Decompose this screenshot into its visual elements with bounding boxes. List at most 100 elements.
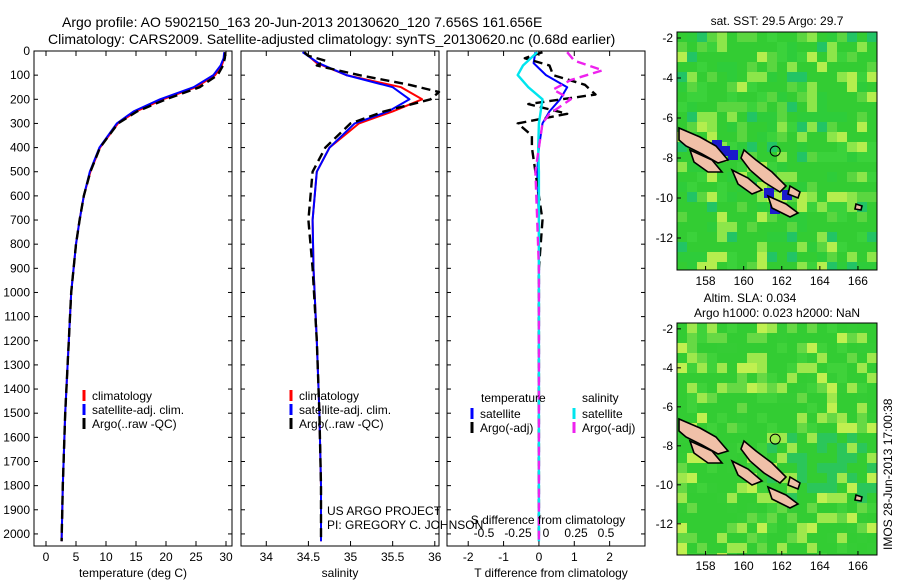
map-cell: [757, 543, 767, 553]
map-cell: [677, 182, 687, 192]
map-cell: [747, 72, 757, 82]
map-cell: [847, 252, 857, 262]
map-cell: [757, 192, 767, 202]
map-cell: [817, 443, 827, 453]
map-y-tick-label: -2: [662, 31, 673, 45]
map-cell: [817, 493, 827, 503]
x-axis-label: T difference from climatology: [474, 566, 628, 580]
map-cell: [737, 543, 747, 553]
y-tick-label: 900: [10, 261, 30, 275]
map-cell: [757, 72, 767, 82]
map-panel-2: 158 160 162 164 166 -2 -4 -6 -8 -10 -12 Altim. SLA:…: [656, 291, 878, 573]
map-cell: [857, 503, 867, 513]
map-cell: [687, 383, 697, 393]
map-cell: [807, 112, 817, 122]
map-cell: [807, 122, 817, 132]
map-cell: [707, 172, 717, 182]
profile-panel-1: 0 5 10 15 20 25 300100200300400500600700800900…: [3, 44, 233, 580]
map-cell: [737, 32, 747, 42]
map-cell: [677, 82, 687, 92]
map-cell: [807, 242, 817, 252]
map-cell: [827, 212, 837, 222]
map-cell: [737, 423, 747, 433]
map-cell: [857, 423, 867, 433]
map-cell: [827, 483, 837, 493]
map-x-tick-label: 162: [772, 559, 792, 573]
map-cell: [807, 503, 817, 513]
map-cell: [677, 493, 687, 503]
map-cell: [747, 363, 757, 373]
map-cell: [757, 242, 767, 252]
map-cell: [817, 112, 827, 122]
map-cell: [837, 373, 847, 383]
map-cell: [767, 92, 777, 102]
map-cell: [867, 523, 877, 533]
map-cell: [717, 363, 727, 373]
map-cell: [717, 32, 727, 42]
map-cell: [817, 373, 827, 383]
map-cell: [787, 373, 797, 383]
map-cell: [707, 42, 717, 52]
x-tick-label: -2: [463, 550, 474, 564]
map-cell: [677, 142, 687, 152]
map-cell: [857, 523, 867, 533]
map-cell: [847, 72, 857, 82]
map-cell: [757, 373, 767, 383]
map-cell: [707, 222, 717, 232]
map-x-tick-label: 166: [848, 274, 868, 288]
map-cell: [867, 152, 877, 162]
map-cell: [687, 82, 697, 92]
map-cell: [837, 132, 847, 142]
y-tick-label: 1700: [3, 454, 30, 468]
map-cell: [727, 443, 737, 453]
map-cell: [807, 192, 817, 202]
header-line-1: Argo profile: AO 5902150_163 20-Jun-2013…: [62, 14, 542, 30]
y-tick-label: 200: [10, 92, 30, 106]
map-cell: [737, 142, 747, 152]
y-tick-label: 1800: [3, 479, 30, 493]
map-cell: [797, 112, 807, 122]
map-cell: [677, 102, 687, 112]
map-cell: [757, 353, 767, 363]
map-cell: [717, 62, 727, 72]
top-tick-label: 0.5: [598, 526, 615, 540]
map-cell: [807, 82, 817, 92]
map-cell: [677, 543, 687, 553]
map-cell: [837, 413, 847, 423]
map-cell: [797, 393, 807, 403]
map-cell: [807, 202, 817, 212]
map-cell: [857, 82, 867, 92]
map-cell: [727, 383, 737, 393]
map-cell: [817, 383, 827, 393]
legend-label: satellite: [582, 407, 623, 421]
map-cell: [777, 42, 787, 52]
map-cell: [747, 533, 757, 543]
map-cell: [707, 463, 717, 473]
cold-cell: [728, 150, 738, 160]
cold-cell: [712, 140, 722, 150]
map-cell: [827, 403, 837, 413]
map-cell: [687, 403, 697, 413]
map-cell: [707, 262, 717, 270]
map-y-tick-label: -10: [656, 478, 674, 492]
x-axis-label: salinity: [322, 566, 359, 580]
map-cell: [777, 92, 787, 102]
map-cell: [757, 52, 767, 62]
x-tick-label: -1: [498, 550, 509, 564]
map-cell: [857, 172, 867, 182]
map-cell: [727, 142, 737, 152]
x-tick-label: 30: [219, 550, 233, 564]
map-cell: [787, 122, 797, 132]
map-cell: [867, 543, 877, 553]
map-cell: [827, 433, 837, 443]
map-x-tick-label: 164: [810, 274, 830, 288]
map-cell: [847, 523, 857, 533]
map-cell: [867, 353, 877, 363]
legend-label: Argo(-adj): [582, 421, 635, 435]
map-cell: [687, 112, 697, 122]
map-cell: [807, 182, 817, 192]
y-tick-label: 300: [10, 116, 30, 130]
map-cell: [827, 152, 837, 162]
map-cell: [797, 52, 807, 62]
map-cell: [787, 523, 797, 533]
